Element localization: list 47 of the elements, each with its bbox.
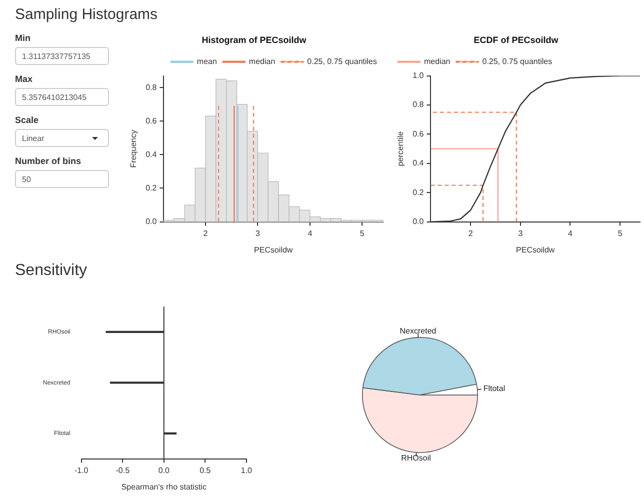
x-axis-title: PECsoildw [516, 245, 555, 254]
legend-label: 0.25, 0.75 quantiles [482, 57, 552, 66]
x-tick-label: 2 [203, 228, 208, 238]
chart-title: Histogram of PECsoildw [202, 34, 308, 45]
x-tick-label: 0.0 [158, 466, 170, 475]
x-tick-label: 5 [360, 228, 365, 238]
legend-label: mean [196, 57, 217, 66]
y-tick-label: 0.4 [146, 150, 158, 159]
y-tick-label: 0.2 [412, 188, 424, 197]
x-tick-label: 4 [308, 228, 313, 238]
y-tick-label: 0.0 [146, 217, 158, 226]
text: 5.3576410213045 [15, 88, 109, 106]
y-tick-label: 0.2 [146, 183, 158, 192]
legend-label: 0.25, 0.75 quantiles [307, 57, 378, 66]
text: Number of bins [15, 156, 82, 166]
text: Min [15, 33, 32, 43]
x-axis-title: Spearman's rho statistic [121, 482, 206, 492]
text: Max [15, 74, 34, 84]
y-tick-label: 0.8 [146, 82, 158, 92]
y-tick-label: 0.6 [146, 116, 158, 126]
y-tick-label: 0.8 [412, 100, 424, 110]
y-tick-label: 0.4 [412, 158, 424, 168]
legend-label: median [248, 57, 276, 66]
x-tick-label: 0.5 [200, 466, 212, 475]
x-tick-label: 3 [518, 228, 524, 238]
text: Sampling Histograms [15, 6, 158, 23]
text: Scale [15, 115, 40, 125]
text: 50 [15, 170, 109, 188]
y-axis-title: percentile [396, 130, 406, 166]
x-tick-label: 1.0 [240, 466, 253, 475]
y-axis-title: Frequency [129, 130, 138, 168]
y-tick-label: 0.0 [412, 217, 424, 226]
slice-label: Fltotal [483, 384, 506, 394]
x-tick-label: 2 [468, 228, 474, 238]
x-tick-label: 3 [255, 228, 260, 238]
chart-title: Sensitivity [15, 262, 88, 280]
x-tick-label: 5 [618, 228, 623, 238]
x-tick-label: -0.5 [116, 466, 130, 475]
legend-label: median [424, 57, 450, 66]
y-tick-label: 1.0 [412, 71, 424, 80]
chart-title: ECDF of PECsoildw [474, 34, 560, 45]
x-tick-label: -1.0 [74, 466, 89, 475]
text: 1.31137337757135 [15, 47, 109, 65]
x-axis-title: PECsoildw [254, 245, 293, 254]
x-tick-label: 4 [568, 228, 574, 238]
text: Linear [15, 129, 109, 147]
y-tick-label: 0.6 [412, 129, 424, 138]
